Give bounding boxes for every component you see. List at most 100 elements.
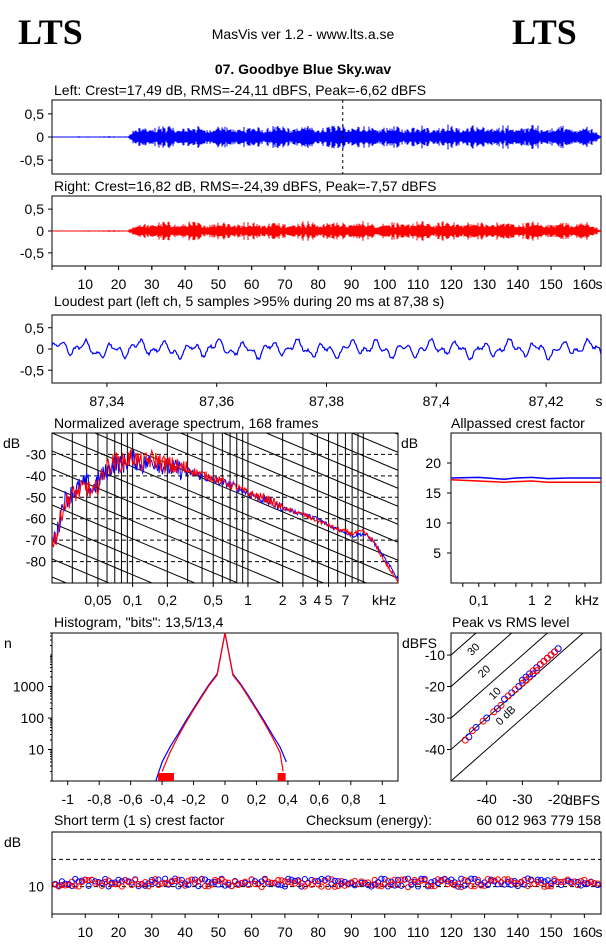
peak-rms-diagonal: [451, 633, 584, 751]
short-term-point-right: [478, 882, 485, 889]
right-waveform-xtick-label: 10: [77, 276, 93, 292]
short-term-point-right: [374, 882, 382, 889]
loudest-xunit: s: [596, 393, 603, 409]
short-term-point-left: [364, 882, 372, 889]
short-term-xtick-label: 60: [244, 924, 260, 940]
short-term-point-right: [481, 882, 488, 889]
right-waveform-ytick-label: 0,5: [25, 201, 45, 217]
short-term-point-left: [521, 881, 528, 888]
short-term-point-right: [591, 880, 598, 887]
short-term-point-right: [228, 883, 235, 890]
short-term-point-left: [331, 877, 338, 884]
short-term-point-right: [85, 877, 92, 884]
short-term-point-right: [567, 880, 575, 887]
short-term-point-right: [278, 877, 285, 884]
right-waveform-xtick-label: 40: [177, 276, 193, 292]
right-waveform-title: Right: Crest=16,82 dB, RMS=-24,39 dBFS, …: [54, 178, 436, 194]
short-term-point-left: [85, 882, 92, 889]
left-waveform-title: Left: Crest=17,49 dB, RMS=-24,11 dBFS, P…: [54, 82, 426, 98]
spectrum-slope-line: [52, 253, 398, 398]
short-term-point-left: [388, 878, 395, 885]
short-term-point-left: [484, 881, 491, 889]
short-term-crest-title: Short term (1 s) crest factor: [54, 812, 225, 828]
short-term-point-right: [421, 877, 428, 884]
spectrum-slope-line: [393, 433, 398, 435]
spectrum-ytick-label: -70: [26, 532, 46, 548]
spectrum-slope-line: [52, 504, 240, 583]
short-term-point-right: [142, 879, 149, 886]
short-term-ytick-label: 10: [28, 879, 44, 895]
short-term-point-right: [538, 880, 545, 887]
spectrum-xtick-label: 1: [244, 592, 252, 608]
peak-rms-frame: [450, 632, 602, 782]
short-term-point-left: [62, 880, 69, 887]
histogram-ytick-label: 100: [21, 710, 45, 726]
histogram-xtick-label: 0,4: [278, 791, 298, 807]
short-term-point-right: [275, 876, 282, 884]
short-term-xtick-label: 140: [506, 924, 530, 940]
short-term-point-right: [458, 883, 465, 891]
short-term-point-right: [145, 883, 152, 890]
spectrum-xtick-label: 3: [299, 592, 307, 608]
right-waveform-xtick-label: 130: [473, 276, 497, 292]
spectrum-ytick-label: -40: [26, 468, 46, 484]
peak-vs-rms-title: Peak vs RMS level: [452, 614, 569, 630]
short-term-point-right: [58, 882, 66, 889]
peak-rms-point-right: [497, 701, 505, 709]
spectrum-xtick-label: 0,5: [203, 592, 223, 608]
short-term-point-right: [268, 879, 275, 887]
peak-rms-point-right: [533, 667, 541, 675]
short-term-point-left: [215, 881, 222, 888]
short-term-xtick-label: 130: [473, 924, 497, 940]
short-term-point-right: [358, 878, 365, 885]
short-term-point-right: [152, 876, 159, 883]
loudest-ytick-label: -0,5: [20, 362, 44, 378]
short-term-point-right: [201, 882, 209, 890]
short-term-point-right: [345, 881, 352, 888]
spectrum-series-left: [52, 449, 398, 580]
short-term-point-right: [521, 876, 528, 884]
short-term-point-right: [108, 881, 115, 888]
short-term-point-right: [408, 878, 415, 885]
short-term-point-right: [451, 882, 458, 889]
short-term-point-left: [178, 876, 185, 884]
allpassed-xtick-label: 2: [544, 592, 552, 608]
short-term-point-left: [285, 875, 292, 882]
short-term-point-right: [554, 878, 561, 886]
histogram-xtick-label: -0,2: [181, 791, 205, 807]
app-title: MasVis ver 1.2 - www.lts.a.se: [212, 26, 395, 42]
short-term-point-right: [474, 876, 481, 883]
short-term-point-right: [198, 876, 205, 883]
file-name: 07. Goodbye Blue Sky.wav: [215, 61, 392, 77]
short-term-point-left: [544, 877, 551, 884]
short-term-point-right: [454, 880, 462, 887]
short-term-point-right: [251, 880, 259, 888]
allpassed-ytick-label: 15: [425, 485, 441, 501]
short-term-point-left: [288, 876, 295, 883]
short-term-point-left: [551, 878, 558, 885]
allpassed-ytick-label: 10: [425, 515, 441, 531]
short-term-point-right: [55, 883, 62, 890]
short-term-point-right: [65, 881, 72, 889]
short-term-point-left: [391, 882, 398, 889]
short-term-point-left: [98, 879, 106, 887]
short-term-point-left: [92, 878, 99, 885]
peak-rms-point-right: [461, 736, 469, 744]
histogram-ytick-label: 10: [28, 742, 44, 758]
short-term-point-right: [308, 881, 315, 888]
short-term-point-right: [188, 876, 195, 883]
histogram-xtick-label: -0,8: [87, 791, 111, 807]
left-waveform-ytick-label: 0: [36, 129, 44, 145]
histogram-peak-marker: [158, 773, 167, 781]
short-term-xunit: s: [596, 924, 603, 940]
right-waveform-xunit: s: [596, 276, 603, 292]
short-term-point-left: [374, 879, 382, 886]
short-term-point-right: [155, 881, 162, 889]
short-term-point-left: [534, 876, 541, 883]
peak-rms-ytick-label: -30: [425, 710, 445, 726]
spectrum-ytick-label: -80: [26, 554, 46, 570]
spectrum-xtick-label: 2: [279, 592, 287, 608]
short-term-point-right: [444, 881, 452, 888]
short-term-point-right: [92, 880, 99, 887]
